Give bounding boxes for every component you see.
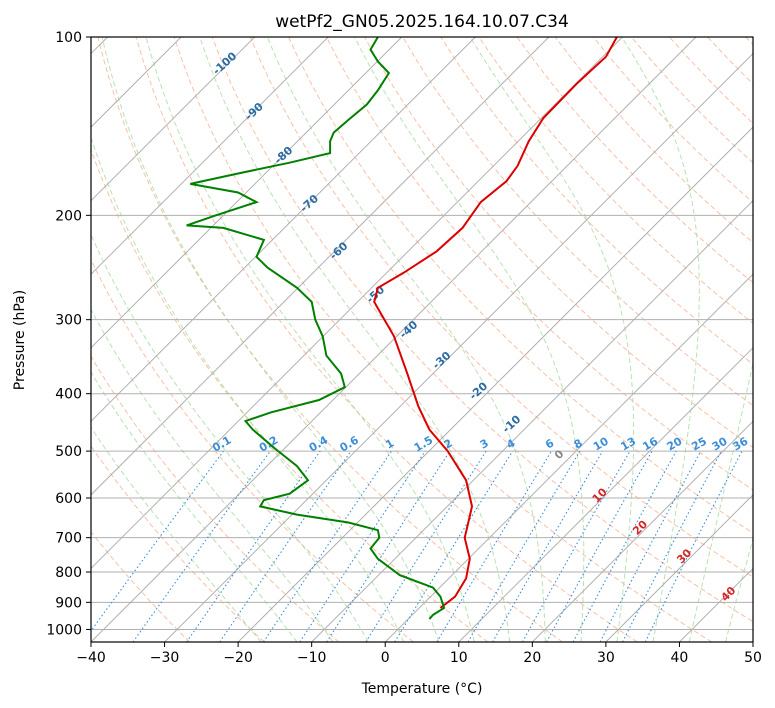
- y-tick-label: 800: [55, 565, 82, 581]
- mixing-ratio-line: [394, 450, 514, 642]
- dry-adiabat-line: [91, 531, 191, 642]
- dry-adiabat-line: [211, 37, 753, 623]
- y-tick-label: 200: [55, 208, 82, 224]
- series-layer: [186, 37, 618, 620]
- moist-adiabat-line: [91, 308, 334, 642]
- y-tick-label: 700: [55, 531, 82, 547]
- mixing-ratio-line: [186, 450, 321, 642]
- x-tick-label: 40: [671, 650, 689, 666]
- isotherm-line: [531, 420, 753, 642]
- moist-adiabat-line: [266, 37, 546, 642]
- dry-adiabat-line: [249, 37, 753, 578]
- mixing-ratio-line: [572, 450, 677, 642]
- isotherm-line: [91, 37, 403, 349]
- dry-adiabat-line: [135, 37, 638, 642]
- isotherm-line: [384, 273, 753, 642]
- y-tick-label: 600: [55, 491, 82, 507]
- mixing-ratio-line: [522, 450, 631, 642]
- isotherm-line: [237, 126, 753, 642]
- y-tick-label: 400: [55, 387, 82, 403]
- y-tick-label: 500: [55, 444, 82, 460]
- mixing-ratio-line: [219, 450, 352, 642]
- x-tick-label: 10: [450, 650, 468, 666]
- dry-adiabat-line: [91, 355, 340, 642]
- x-tick-label: 30: [597, 650, 615, 666]
- isotherm-line: [91, 37, 329, 275]
- plot-frame: [90, 36, 754, 643]
- mixing-ratio-line: [326, 450, 451, 642]
- isotherm-line: [458, 347, 753, 642]
- moist-adiabat-line: [725, 536, 753, 642]
- x-tick-label: 20: [523, 650, 541, 666]
- mixing-ratio-line: [299, 450, 426, 642]
- moist-adiabat-line: [91, 426, 262, 642]
- dry-adiabat-line: [478, 37, 753, 324]
- x-tick-label: −30: [150, 650, 180, 666]
- mixing-ratio-lines: 0.1 0.2 0.4 0.6 1 1.5 2 3 4 6 8 10 13 16 20 25 30 36: [91, 433, 751, 642]
- x-tick-label: 50: [744, 650, 762, 666]
- mixing-ratio-line: [132, 450, 271, 642]
- x-tick-label: 0: [381, 650, 390, 666]
- isotherm-line: [91, 37, 697, 642]
- dry-adiabat-line: [91, 148, 489, 642]
- moist-adiabat-line: [621, 37, 700, 642]
- x-axis-label: Temperature (°C): [361, 681, 483, 697]
- isotherm-line: [311, 199, 753, 642]
- moist-adiabat-line: [145, 37, 475, 642]
- mixing-ratio-line: [644, 450, 743, 642]
- isotherm-line: [164, 52, 753, 642]
- y-tick-label: 100: [55, 30, 82, 46]
- mixing-ratio-line: [263, 450, 392, 642]
- dry-adiabat-line: [402, 37, 753, 407]
- isotherm-line: [91, 37, 476, 423]
- dry-adiabat-line: [516, 37, 753, 284]
- x-tick-label: −10: [297, 650, 327, 666]
- x-axis-ticks: −40 −30 −20 −10 0 10 20 30 40 50: [76, 642, 762, 666]
- dry-adiabat-line: [326, 37, 753, 491]
- skewed-isotherms: [91, 37, 753, 642]
- mixing-ratio-line: [546, 450, 653, 642]
- moist-adiabat-line: [354, 37, 585, 642]
- x-tick-label: −20: [223, 650, 253, 666]
- moist-adiabat-line: [199, 37, 511, 642]
- mixing-ratio-line: [91, 450, 224, 632]
- y-axis-ticks: 100 200 300 400 500 600 700 800 900 1000: [46, 30, 91, 638]
- moist-adiabat-line: [91, 233, 369, 642]
- moist-adiabat-line: [91, 136, 405, 642]
- grid-lines: [91, 37, 753, 630]
- dry-adiabat-line: [91, 445, 265, 642]
- isotherm-line: [91, 37, 550, 496]
- chart-title: wetPf2_GN05.2025.164.10.07.C34: [275, 12, 569, 32]
- isotherm-line: [605, 494, 753, 642]
- isotherm-line: [91, 37, 623, 570]
- x-tick-label: −40: [76, 650, 106, 666]
- y-tick-label: 300: [55, 313, 82, 329]
- isotherm-line: [91, 37, 256, 202]
- y-tick-label: 900: [55, 595, 82, 611]
- y-tick-label: 1000: [46, 622, 82, 638]
- dry-adiabat-line: [97, 37, 563, 642]
- moist-adiabat-line: [688, 360, 753, 642]
- dewpoint-profile-line: [186, 37, 446, 620]
- temperature-profile-line: [373, 37, 618, 609]
- y-axis-label: Pressure (hPa): [12, 290, 28, 390]
- moist-adiabat-line: [101, 37, 440, 642]
